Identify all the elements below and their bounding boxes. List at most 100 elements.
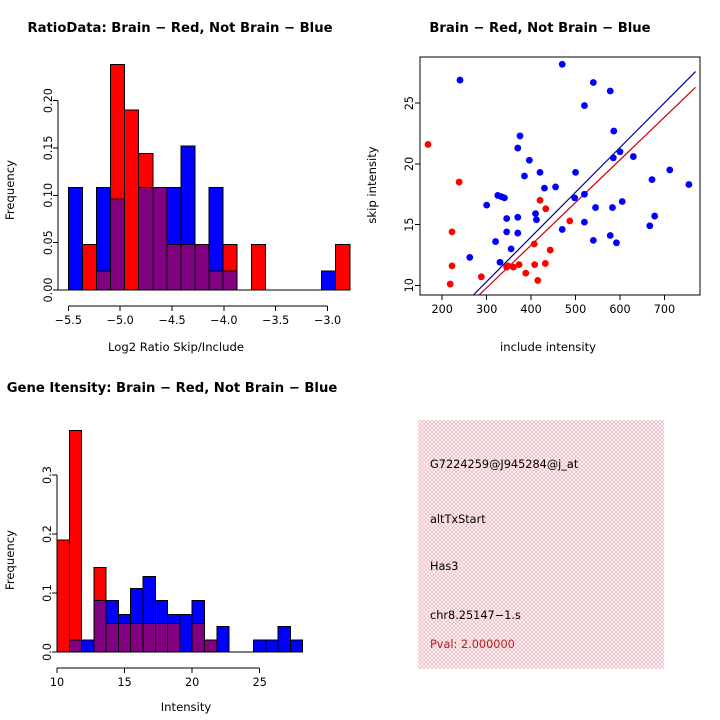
scatter-point xyxy=(572,168,579,176)
gene-intensity-histogram-title: Gene Itensity: Brain − Red, Not Brain − … xyxy=(7,381,338,396)
scatter-point xyxy=(514,229,522,237)
histogram-bar-overlap xyxy=(138,187,154,291)
scatter-point xyxy=(558,60,566,68)
scatter-point xyxy=(541,184,548,192)
scatter-point xyxy=(477,273,485,281)
x-tick-label: −3.5 xyxy=(262,314,289,327)
histogram-bar xyxy=(289,639,304,653)
histogram-bar-overlap xyxy=(152,187,168,291)
x-tick-label: 10 xyxy=(50,676,64,689)
scatter-point xyxy=(581,190,588,198)
scatter-point xyxy=(606,232,614,239)
scatter-point xyxy=(496,258,504,266)
scatter-point xyxy=(503,263,511,271)
x-tick-label: 200 xyxy=(432,303,453,316)
gene-intensity-histogram-bars xyxy=(56,429,304,653)
plot-box xyxy=(419,56,701,296)
y-tick-label: 0.20 xyxy=(42,88,55,113)
x-tick-label: 700 xyxy=(654,303,675,316)
scatter-point xyxy=(558,226,566,233)
y-tick-label: 0.0 xyxy=(41,643,54,661)
y-tick-label: 20 xyxy=(403,157,416,171)
histogram-bar xyxy=(277,626,291,653)
x-tick-label: −5.0 xyxy=(107,314,134,327)
scatter-point xyxy=(503,215,511,222)
scatter-point xyxy=(448,228,456,236)
ratio-histogram-axes: 0.00 0.05 0.10 0.15 0.20 −5.5 −5.0 −4.5 −4.0 −3.5… xyxy=(42,88,341,327)
histogram-bar-overlap xyxy=(167,623,181,653)
histogram-bar-overlap xyxy=(142,623,156,653)
intensity-scatter-xlabel: include intensity xyxy=(500,340,596,354)
histogram-bar-overlap xyxy=(166,244,182,291)
x-tick-label: 300 xyxy=(476,303,497,316)
x-tick-label: 20 xyxy=(185,676,199,689)
info-line-probe_id: G7224259@J945284@j_at xyxy=(430,458,579,471)
x-tick-label: −4.5 xyxy=(158,314,185,327)
ratio-histogram-title: RatioData: Brain − Red, Not Brain − Blue xyxy=(27,21,332,36)
scatter-point xyxy=(613,239,620,247)
scatter-point xyxy=(609,154,617,162)
y-tick-label: 0.3 xyxy=(41,466,54,484)
x-tick-label: 25 xyxy=(253,676,267,689)
intensity-scatter-axes: 10 15 20 25 200 300 400 500 600 700 xyxy=(403,56,701,316)
scatter-point xyxy=(509,263,517,271)
y-tick-label: 0.15 xyxy=(42,135,55,160)
scatter-point xyxy=(501,194,508,202)
histogram-bar-overlap xyxy=(203,639,218,653)
scatter-point xyxy=(618,198,626,205)
x-tick-label: 15 xyxy=(117,676,131,689)
info-line-event_type: altTxStart xyxy=(430,513,486,526)
scatter-point xyxy=(609,204,616,211)
scatter-point xyxy=(581,218,588,226)
scatter-point xyxy=(651,212,659,220)
scatter-point xyxy=(541,260,549,267)
histogram-bar-overlap xyxy=(208,270,224,291)
histogram-bar-overlap xyxy=(130,623,144,653)
scatter-point xyxy=(531,261,539,269)
scatter-point xyxy=(515,261,523,269)
histogram-bar xyxy=(321,270,337,291)
scatter-point xyxy=(566,217,574,225)
scatter-point xyxy=(514,213,522,221)
scatter-point xyxy=(525,156,533,164)
scatter-point xyxy=(685,181,693,188)
scatter-point xyxy=(666,166,674,174)
histogram-bar xyxy=(68,429,83,653)
histogram-bar-overlap xyxy=(118,623,132,653)
scatter-point xyxy=(521,172,528,180)
scatter-point xyxy=(483,201,491,209)
scatter-point xyxy=(456,76,464,84)
scatter-point xyxy=(646,222,654,230)
scatter-point xyxy=(492,238,499,245)
histogram-bar-overlap xyxy=(96,270,112,291)
histogram-bar-overlap xyxy=(222,270,238,291)
scatter-point xyxy=(507,245,515,253)
scatter-point xyxy=(592,204,599,211)
x-tick-label: 500 xyxy=(565,303,586,316)
intensity-scatter-panel: Brain − Red, Not Brain − Blue include in… xyxy=(360,0,720,360)
ratio-histogram-bars xyxy=(67,64,351,291)
histogram-bar xyxy=(216,626,230,653)
gene-intensity-histogram-svg: Gene Itensity: Brain − Red, Not Brain − … xyxy=(3,381,338,714)
scatter-point xyxy=(533,216,540,224)
scatter-point xyxy=(466,253,474,261)
scatter-point xyxy=(532,210,539,218)
scatter-point xyxy=(514,144,522,152)
histogram-bar xyxy=(81,244,98,291)
scatter-point xyxy=(581,102,588,109)
histogram-bar-overlap xyxy=(191,623,205,653)
info-line-pval: Pval: 2.000000 xyxy=(430,638,515,651)
scatter-point xyxy=(530,240,538,248)
ratio-histogram-svg: RatioData: Brain − Red, Not Brain − Blue… xyxy=(3,21,351,354)
info-line-location: chr8.25147−1.s xyxy=(430,609,521,622)
scatter-point xyxy=(629,153,637,160)
scatter-point xyxy=(542,205,550,213)
histogram-bar xyxy=(179,613,193,653)
gene-intensity-histogram-ylabel: Frequency xyxy=(3,530,17,590)
ratio-histogram-ylabel: Frequency xyxy=(3,160,17,220)
histogram-bar-overlap xyxy=(68,639,83,653)
scatter-point xyxy=(571,194,579,202)
regression-line xyxy=(472,71,696,295)
ratio-histogram-xlabel: Log2 Ratio Skip/Include xyxy=(108,340,244,354)
histogram-bar xyxy=(250,244,266,291)
